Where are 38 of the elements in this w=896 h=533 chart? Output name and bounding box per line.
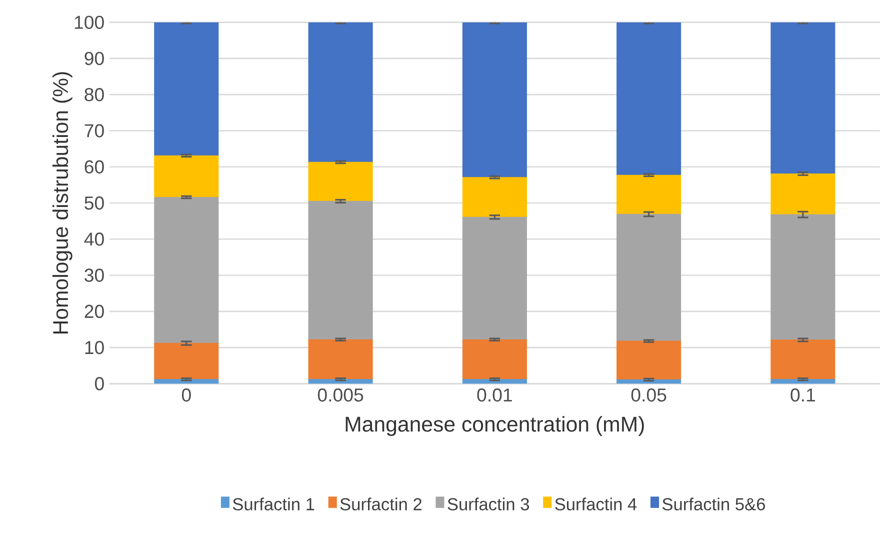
bar xyxy=(770,173,836,215)
legend-label: Surfactin 1 xyxy=(232,498,314,510)
bar xyxy=(154,196,219,344)
legend-label: Surfactin 3 xyxy=(448,498,529,510)
y-tick-label: 90 xyxy=(84,52,104,66)
legend-label: Surfactin 4 xyxy=(555,498,637,510)
bar xyxy=(462,216,527,340)
bar xyxy=(462,177,527,218)
y-tick-label: 50 xyxy=(84,196,104,210)
bar xyxy=(616,340,682,380)
x-tick-label: 0.05 xyxy=(631,388,666,402)
y-tick-label: 0 xyxy=(94,377,104,390)
x-tick-label: 0.01 xyxy=(477,388,512,402)
y-tick-label: 60 xyxy=(84,160,104,174)
y-tick-label: 40 xyxy=(84,232,104,246)
x-tick-label: 0.1 xyxy=(790,388,815,402)
y-tick-label: 100 xyxy=(74,16,104,29)
bar xyxy=(770,214,836,340)
y-axis-title: Homologue distrubution (%) xyxy=(52,72,72,334)
y-tick-label: 70 xyxy=(84,124,104,138)
bar xyxy=(308,339,373,380)
bar xyxy=(154,155,219,198)
legend-label: Surfactin 2 xyxy=(340,498,422,510)
x-tick-label: 0 xyxy=(182,388,191,402)
bar xyxy=(616,214,682,342)
legend-label: Surfactin 5&6 xyxy=(662,498,765,510)
bar xyxy=(308,200,373,340)
y-tick-label: 30 xyxy=(84,268,104,282)
bar xyxy=(308,162,373,202)
x-tick-label: 0.005 xyxy=(318,388,364,402)
bar xyxy=(462,339,527,380)
bar xyxy=(770,340,836,380)
y-tick-label: 80 xyxy=(84,88,104,102)
bar xyxy=(616,174,682,214)
bar xyxy=(154,342,219,380)
y-tick-label: 10 xyxy=(85,340,104,354)
x-axis-title: Manganese concentration (mM) xyxy=(346,416,644,436)
y-tick-label: 20 xyxy=(84,304,104,318)
